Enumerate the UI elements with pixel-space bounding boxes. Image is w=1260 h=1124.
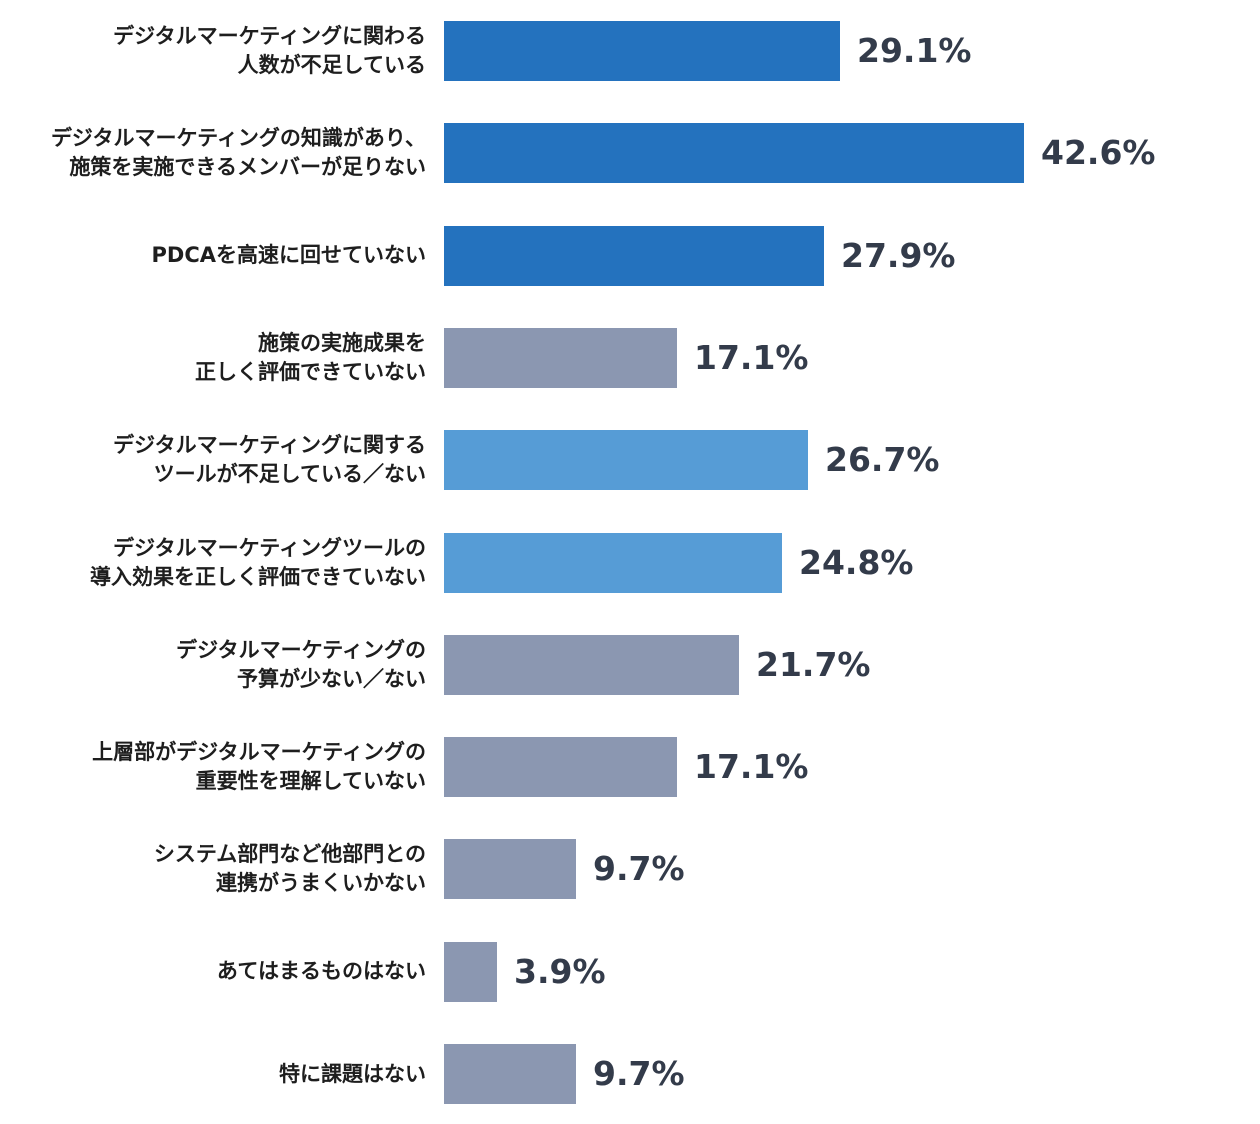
value-label: 17.1% [694,747,809,787]
category-label: デジタルマーケティングに関するツールが不足している／ない [113,431,426,489]
bar [444,327,677,388]
value-label: 26.7% [825,440,940,480]
bar [444,430,808,491]
category-label-line: 特に課題はない [279,1061,426,1086]
category-label: PDCAを高速に回せていない [152,241,427,270]
category-label: デジタルマーケティングの予算が少ない／ない [176,636,426,694]
bar [444,21,840,81]
category-label-line: 人数が不足している [237,53,426,77]
category-label-line: 予算が少ない／ない [237,666,426,691]
category-label: 上層部がデジタルマーケティングの重要性を理解していない [92,738,426,796]
category-label: デジタルマーケティングツールの導入効果を正しく評価できていない [90,534,426,592]
category-label-line: システム部門など他部門との [153,842,426,867]
category-label-line: 施策を実施できるメンバーが足りない [69,155,426,180]
bar [444,225,824,286]
category-label-line: 正しく評価できていない [195,359,426,384]
category-label-line: デジタルマーケティングに関わる [113,24,426,48]
category-label-line: ツールが不足している／ない [153,462,426,487]
category-label-line: 連携がうまくいかない [216,871,426,896]
value-label: 21.7% [756,644,871,684]
category-label-line: 導入効果を正しく評価できていない [90,564,426,589]
category-label-line: デジタルマーケティングの [176,637,426,662]
category-label: 特に課題はない [279,1060,426,1089]
bar [444,123,1024,184]
category-label-line: 上層部がデジタルマーケティングの [92,740,426,765]
category-label-line: 施策の実施成果を [258,330,426,355]
value-label: 9.7% [593,1054,685,1093]
value-label: 42.6% [1041,133,1156,173]
bar [444,1044,576,1104]
category-label-line: デジタルマーケティングに関する [113,433,426,458]
category-label: あてはまるものはない [217,957,426,986]
bar [444,941,497,1002]
value-label: 9.7% [593,849,685,889]
value-label: 17.1% [694,337,809,377]
category-label-line: デジタルマーケティングツールの [113,535,426,560]
bar [444,839,576,900]
category-label: システム部門など他部門との連携がうまくいかない [154,840,426,898]
category-label-line: デジタルマーケティングの知識があり、 [50,126,426,151]
category-label: 施策の実施成果を正しく評価できていない [195,329,426,387]
bar [444,532,782,593]
value-label: 29.1% [857,31,972,70]
category-label-line: あてはまるものはない [216,959,426,984]
bar [444,737,677,798]
value-label: 3.9% [514,951,606,991]
category-label: デジタルマーケティングに関わる人数が不足している [113,22,426,80]
category-label: デジタルマーケティングの知識があり、施策を実施できるメンバーが足りない [51,124,426,182]
bar [444,634,739,695]
value-label: 24.8% [799,542,914,582]
value-label: 27.9% [841,235,956,275]
category-label-line: PDCAを高速に回せていない [151,243,427,268]
category-label-line: 重要性を理解していない [195,769,426,794]
